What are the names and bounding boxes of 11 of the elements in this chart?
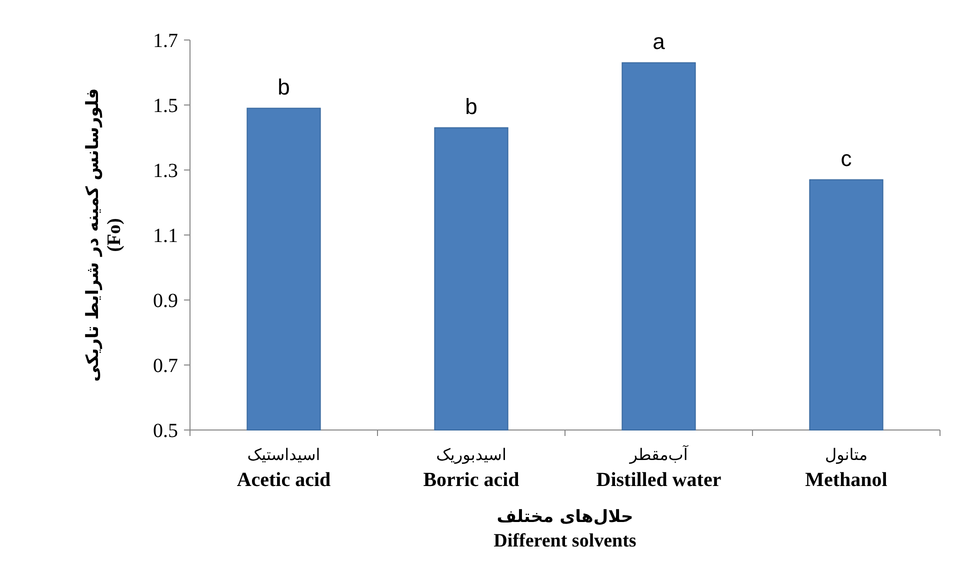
annotation: b (278, 74, 290, 100)
y-tick-label: 0.5 (153, 420, 178, 442)
annotation: a (652, 28, 666, 54)
y-tick-label: 0.9 (153, 290, 178, 312)
annotation: c (840, 146, 852, 171)
y-tick-label: 1.5 (153, 95, 178, 117)
y-tick-label: 1.7 (153, 30, 178, 52)
y-tick-label: 1.1 (153, 225, 178, 247)
annotation: b (465, 94, 478, 119)
y-tick-label: 1.3 (153, 160, 178, 182)
y-tick-label: 0.7 (153, 355, 178, 377)
